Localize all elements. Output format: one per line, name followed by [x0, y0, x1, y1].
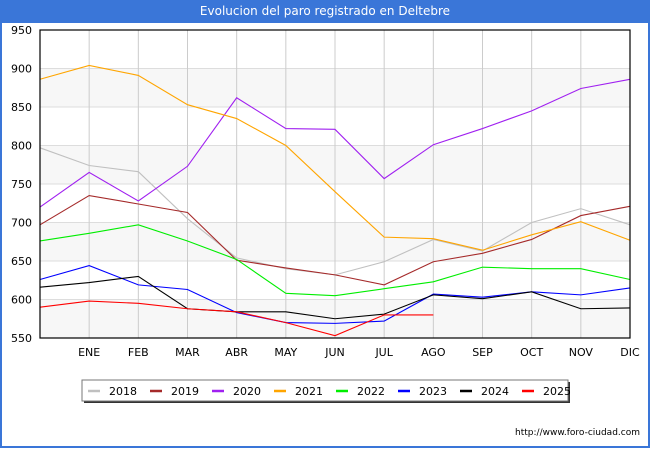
- series-line-2021: [39, 64, 631, 251]
- series-line-2019: [39, 194, 631, 286]
- x-tick-label: DIC: [620, 346, 640, 359]
- y-tick-label: 700: [11, 217, 32, 230]
- y-tick-label: 550: [11, 332, 32, 345]
- legend-label-2021: 2021: [295, 385, 323, 398]
- y-tick-label: 850: [11, 101, 32, 114]
- series-line-2024: [39, 275, 631, 320]
- series-lines: [39, 64, 631, 337]
- x-tick-label: OCT: [520, 346, 543, 359]
- series-line-2022: [39, 224, 631, 297]
- y-tick-label: 950: [11, 24, 32, 37]
- x-tick-label: NOV: [569, 346, 594, 359]
- x-tick-label: ENE: [78, 346, 100, 359]
- x-tick-label: ABR: [225, 346, 248, 359]
- x-tick-label: JUL: [374, 346, 393, 359]
- y-tick-label: 750: [11, 178, 32, 191]
- legend-label-2025: 2025: [543, 385, 571, 398]
- x-tick-label: SEP: [472, 346, 493, 359]
- legend-label-2023: 2023: [419, 385, 447, 398]
- legend-label-2019: 2019: [171, 385, 199, 398]
- series-line-2025: [39, 300, 434, 337]
- legend-box: [81, 379, 569, 402]
- grid-lines: [40, 29, 631, 339]
- x-tick-label: JUN: [324, 346, 345, 359]
- series-line-2020: [39, 78, 631, 208]
- legend-label-2022: 2022: [357, 385, 385, 398]
- plot-border: [39, 29, 631, 339]
- chart-title: Evolucion del paro registrado en Deltebr…: [0, 0, 650, 23]
- x-tick-label: MAR: [175, 346, 200, 359]
- legend-label-2024: 2024: [481, 385, 509, 398]
- legend-label-2018: 2018: [109, 385, 137, 398]
- y-tick-label: 600: [11, 294, 32, 307]
- x-tick-labels: ENE FEB MAR ABR MAY JUN JUL AGO SEP OCT NOV DIC: [78, 346, 640, 359]
- y-tick-label: 800: [11, 140, 32, 153]
- axes: [39, 29, 631, 339]
- x-tick-label: MAY: [274, 346, 297, 359]
- legend-label-2020: 2020: [233, 385, 261, 398]
- x-tick-label: FEB: [128, 346, 149, 359]
- y-tick-label: 650: [11, 255, 32, 268]
- source-url: http://www.foro-ciudad.com: [515, 428, 640, 438]
- x-tick-label: AGO: [421, 346, 446, 359]
- y-tick-labels: 550 600 650 700 750 800 850 900 950: [11, 24, 32, 345]
- y-tick-label: 900: [11, 63, 32, 76]
- legend: 2018 2019 2020 2021 2022 2023 2024 2025: [81, 379, 571, 403]
